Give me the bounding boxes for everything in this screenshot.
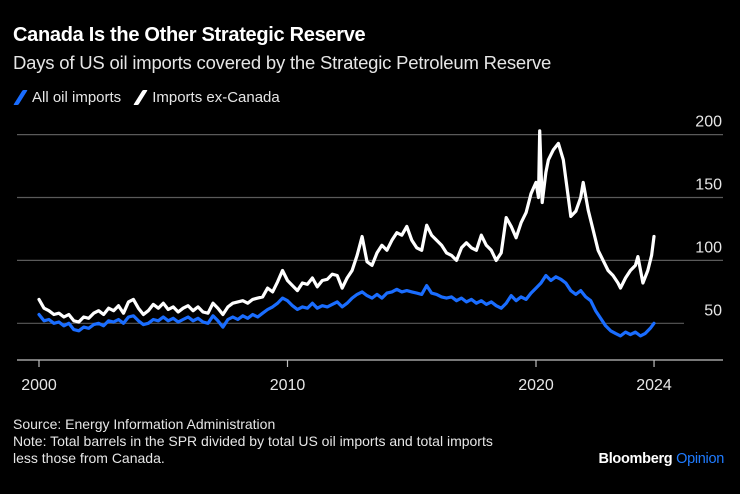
legend-item-all-imports[interactable]: All oil imports <box>13 89 121 106</box>
source-note: Source: Energy Information Administratio… <box>13 416 276 432</box>
x-tick-label: 2024 <box>636 377 672 394</box>
gridlines <box>17 134 723 324</box>
bloomberg-opinion-logo: Bloomberg Opinion <box>598 451 725 467</box>
x-axis-ticks: 2000 2010 2020 2024 <box>21 360 672 394</box>
y-tick-label: 150 <box>695 177 722 194</box>
series-line-all-oil-imports <box>37 273 656 338</box>
legend-label: Imports ex-Canada <box>152 89 280 106</box>
x-tick-label: 2020 <box>518 377 554 394</box>
brand-suffix: Opinion <box>676 451 724 467</box>
y-tick-label: 50 <box>704 302 722 319</box>
y-axis-labels: 50 100 150 200 <box>695 114 722 320</box>
y-tick-label: 100 <box>695 239 722 256</box>
series-line-imports-ex-canada <box>37 129 656 324</box>
series-lines <box>37 129 656 338</box>
y-tick-label: 200 <box>695 114 722 131</box>
note-line-2: less those from Canada. <box>13 450 165 466</box>
footer: Source: Energy Information Administratio… <box>13 416 493 467</box>
chart-subtitle: Days of US oil imports covered by the St… <box>13 52 552 73</box>
x-tick-label: 2000 <box>21 377 57 394</box>
note-line-1: Note: Total barrels in the SPR divided b… <box>13 433 493 449</box>
x-tick-label: 2010 <box>270 377 306 394</box>
legend-label: All oil imports <box>32 89 122 106</box>
legend-item-ex-canada[interactable]: Imports ex-Canada <box>133 89 280 106</box>
brand-name: Bloomberg <box>598 451 673 467</box>
chart-title: Canada Is the Other Strategic Reserve <box>13 24 366 46</box>
legend: All oil imports Imports ex-Canada <box>13 89 292 106</box>
